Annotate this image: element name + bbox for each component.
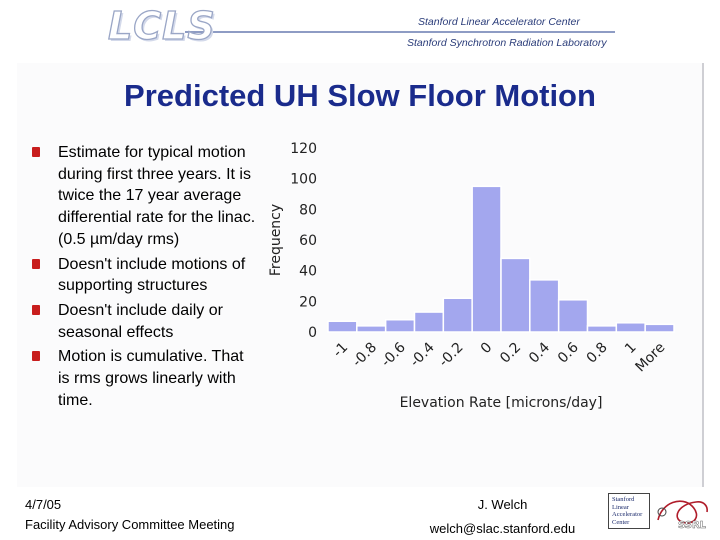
ssrl-logo: SSRL xyxy=(657,500,708,531)
x-tick-label: 1 xyxy=(622,340,640,358)
y-tick-label: 100 xyxy=(290,172,317,188)
footer-author: J. Welch xyxy=(477,497,528,512)
histogram-bar xyxy=(356,325,387,333)
histogram-bar xyxy=(442,297,473,333)
x-tick-label: 0.4 xyxy=(526,339,553,366)
y-tick-label: 20 xyxy=(299,294,317,310)
footer-right: J. Welch welch@slac.stanford.edu xyxy=(420,495,585,539)
histogram-bar xyxy=(413,311,445,333)
bullet-item: Doesn't include motions of supporting st… xyxy=(32,254,257,297)
x-tick-label: 0.6 xyxy=(555,339,582,366)
x-tick-label: More xyxy=(633,340,669,376)
y-tick-label: 0 xyxy=(308,325,317,341)
slac-logo-line: Stanford xyxy=(612,496,635,503)
slac-logo-line: Linear xyxy=(612,503,629,511)
ssrl-logo-ring xyxy=(657,507,667,517)
x-tick-label: -0.4 xyxy=(407,339,438,370)
bullet-marker xyxy=(32,351,40,362)
y-tick-group: 0 20 40 60 80 100 120 xyxy=(290,141,317,341)
lcls-logo: LCLS xyxy=(107,3,216,48)
footer-date: 4/7/05 xyxy=(25,497,62,512)
y-tick-label: 120 xyxy=(290,141,317,157)
bullet-marker xyxy=(32,258,40,269)
bullet-list: Estimate for typical motion during first… xyxy=(32,142,257,414)
histogram-bar xyxy=(529,279,560,333)
bullet-marker xyxy=(32,304,40,315)
x-tick-label: -0.6 xyxy=(378,339,409,370)
bullet-text: Motion is cumulative. That is rms grows … xyxy=(58,348,244,409)
footer-meeting: Facility Advisory Committee Meeting xyxy=(25,517,235,532)
footer-email: welch@slac.stanford.edu xyxy=(429,521,576,536)
bullet-text: Estimate for typical motion during first… xyxy=(58,144,256,248)
histogram-bar xyxy=(615,322,646,333)
x-tick-label: -0.8 xyxy=(349,340,380,371)
x-tick-label: 0.2 xyxy=(497,340,524,367)
slac-logo: Stanford Linear Accelerator Center xyxy=(608,493,650,529)
bullet-item: Doesn't include daily or seasonal effect… xyxy=(32,300,257,343)
bullet-marker xyxy=(32,147,40,157)
ssrl-logo-text: SSRL xyxy=(678,520,707,531)
x-tick-label: -1 xyxy=(330,340,351,361)
y-axis-label: Frequency xyxy=(268,204,284,276)
histogram-bar xyxy=(586,325,618,333)
y-tick-label: 80 xyxy=(299,202,317,218)
histogram-bar xyxy=(471,185,502,333)
histogram-bar xyxy=(557,299,589,333)
histogram-bar xyxy=(327,320,358,333)
ssrl-logo-curve xyxy=(657,500,708,524)
slac-logo-line: Center xyxy=(612,518,630,526)
org-name-ssrl: Stanford Synchrotron Radiation Laborator… xyxy=(407,37,607,49)
slac-logo-line: Accelerator xyxy=(612,511,643,518)
org-name-slac: Stanford Linear Accelerator Center xyxy=(418,16,580,28)
y-tick-label: 40 xyxy=(299,264,317,280)
bullet-text: Doesn't include daily or seasonal effect… xyxy=(58,301,223,341)
slide-header: LCLS Stanford Linear Accelerator Center … xyxy=(0,0,720,56)
x-tick-label: 0 xyxy=(478,340,496,358)
x-tick-label: 0.8 xyxy=(584,340,611,367)
slide-body xyxy=(17,63,704,487)
bullet-item: Estimate for typical motion during first… xyxy=(32,142,257,251)
bullet-text: Doesn't include motions of supporting st… xyxy=(58,255,246,295)
histogram-bar xyxy=(644,323,675,333)
histogram-bar xyxy=(384,318,416,333)
slide-title: Predicted UH Slow Floor Motion xyxy=(124,78,596,113)
footer-left: 4/7/05 Facility Advisory Committee Meeti… xyxy=(25,495,235,535)
x-tick-label: -0.2 xyxy=(436,340,467,371)
header-rule xyxy=(185,31,615,33)
x-axis-label: Elevation Rate [microns/day] xyxy=(400,395,603,411)
bullet-item: Motion is cumulative. That is rms grows … xyxy=(32,346,257,411)
y-tick-label: 60 xyxy=(299,233,317,249)
bar-group xyxy=(327,185,675,333)
histogram-bar xyxy=(500,257,531,333)
